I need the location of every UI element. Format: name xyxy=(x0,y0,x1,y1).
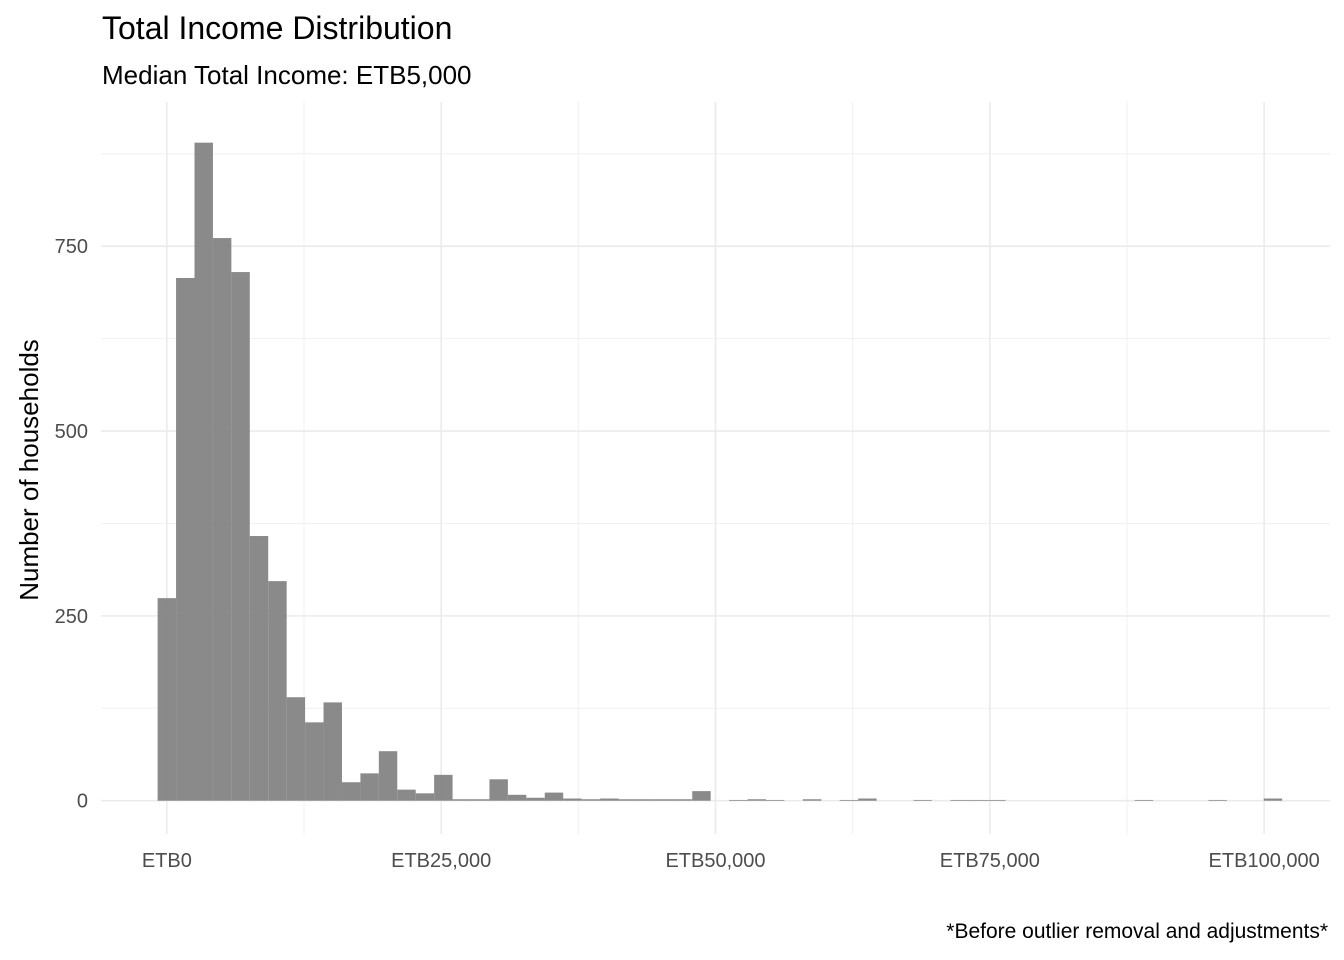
histogram-bar xyxy=(913,799,932,801)
histogram-bar xyxy=(636,799,656,801)
histogram-bar xyxy=(360,773,379,801)
chart-title: Total Income Distribution xyxy=(102,10,453,46)
histogram-bar xyxy=(858,798,877,801)
y-tick-label: 500 xyxy=(55,421,88,443)
x-tick-label: ETB75,000 xyxy=(940,850,1040,872)
histogram-bar xyxy=(581,799,601,801)
y-tick-label: 750 xyxy=(55,236,88,258)
tick-labels: ETB0 ETB25,000 ETB50,000 ETB75,000 ETB100,00… xyxy=(55,236,1320,872)
histogram-bar xyxy=(839,799,859,801)
histogram-bar xyxy=(692,791,711,801)
histogram-bar xyxy=(747,799,766,801)
histogram-bar xyxy=(212,238,232,801)
x-tick-label: ETB0 xyxy=(142,850,192,872)
histogram-bar xyxy=(673,799,693,801)
histogram-bar xyxy=(765,799,785,801)
histogram-bar xyxy=(268,581,287,801)
histogram-bar xyxy=(434,774,453,801)
histogram-bar xyxy=(950,799,969,801)
histogram-bar xyxy=(526,797,545,801)
histogram-bar xyxy=(249,536,269,801)
histogram-bars xyxy=(157,142,1283,801)
histogram-bar xyxy=(489,779,508,801)
chart-subtitle: Median Total Income: ETB5,000 xyxy=(102,60,472,90)
x-tick-label: ETB100,000 xyxy=(1209,850,1320,872)
histogram-bar xyxy=(341,782,361,801)
histogram-bar xyxy=(544,792,564,801)
histogram-bar xyxy=(194,142,213,801)
histogram-bar xyxy=(176,277,195,801)
histogram-bar xyxy=(286,697,306,801)
histogram-bar xyxy=(563,798,582,801)
histogram-bar xyxy=(323,702,342,801)
histogram-bar xyxy=(231,272,250,801)
grid-lines xyxy=(101,102,1330,834)
y-tick-label: 0 xyxy=(77,791,88,813)
histogram-bar xyxy=(729,799,748,801)
histogram-bar xyxy=(452,799,472,801)
histogram-bar xyxy=(415,793,435,801)
histogram-bar xyxy=(471,799,490,801)
histogram-bar xyxy=(397,789,416,801)
histogram-bar xyxy=(1134,799,1154,801)
histogram-bar xyxy=(618,799,637,801)
y-tick-label: 250 xyxy=(55,606,88,628)
x-tick-label: ETB50,000 xyxy=(665,850,765,872)
histogram-bar xyxy=(305,722,324,801)
histogram-bar xyxy=(987,799,1006,801)
chart-caption: *Before outlier removal and adjustments* xyxy=(946,920,1328,943)
histogram-bar xyxy=(507,794,527,801)
histogram-bar xyxy=(655,799,674,801)
histogram-bar xyxy=(600,798,619,801)
histogram-bar xyxy=(157,598,177,801)
histogram-bar xyxy=(1208,799,1227,801)
histogram-bar xyxy=(378,751,398,801)
histogram-bar xyxy=(968,799,988,801)
histogram-bar xyxy=(802,799,822,801)
x-tick-label: ETB25,000 xyxy=(391,850,491,872)
histogram-bar xyxy=(1263,798,1283,801)
y-axis-title: Number of households xyxy=(14,339,44,601)
